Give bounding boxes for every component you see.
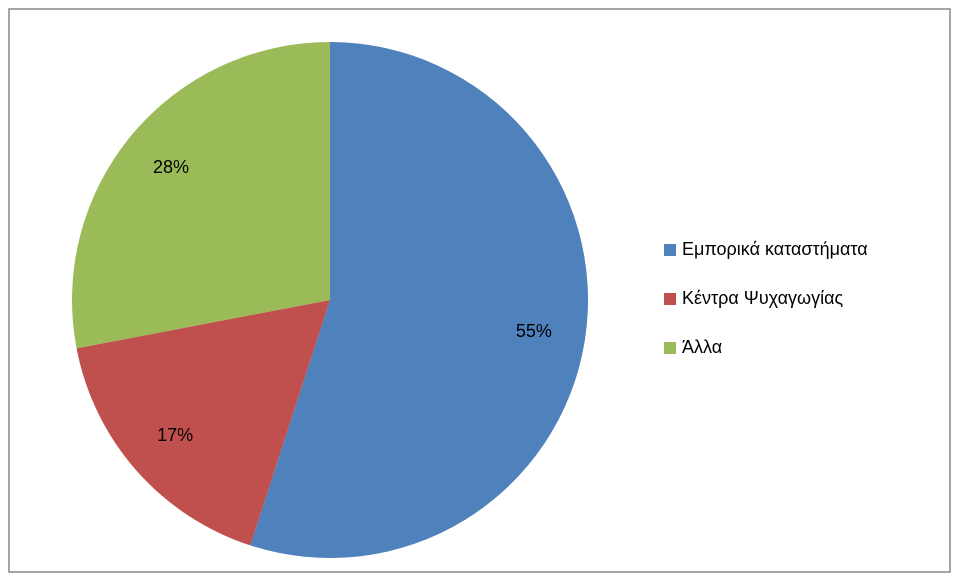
legend-label: Εμπορικά καταστήματα xyxy=(682,239,868,259)
legend-label: Κέντρα Ψυχαγωγίας xyxy=(682,288,843,308)
legend-label: Άλλα xyxy=(682,337,722,357)
legend-swatch xyxy=(664,342,676,354)
legend-swatch xyxy=(664,293,676,305)
data-label: 17% xyxy=(157,425,193,445)
pie-slice xyxy=(250,42,589,558)
pie-slice xyxy=(71,42,330,349)
legend-swatch xyxy=(664,244,676,256)
data-label: 28% xyxy=(153,157,189,177)
pie-slice xyxy=(76,300,331,546)
data-label: 55% xyxy=(516,321,552,341)
